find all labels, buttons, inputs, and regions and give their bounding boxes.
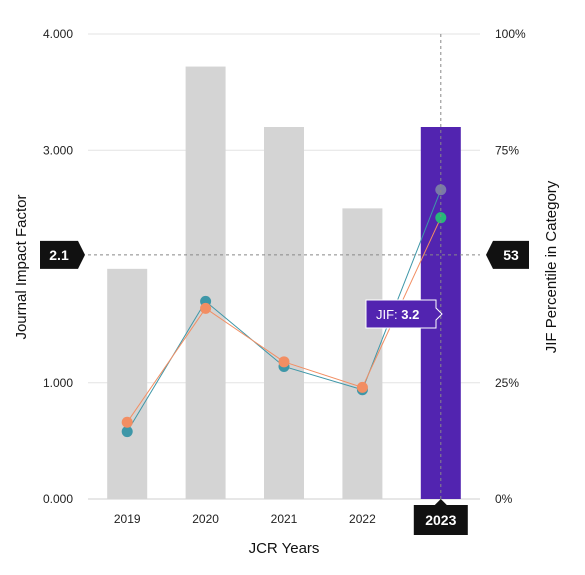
right-tick-label-3: 100% [495,27,526,41]
left-tick-label-1: 1.000 [43,376,73,390]
tooltip-value: 3.2 [401,307,419,322]
left-crosshair-badge [40,240,85,269]
point-1-2021 [278,356,290,368]
bars [107,66,461,500]
right-tick-label-1: 25% [495,376,519,390]
bar-2021 [264,127,304,499]
point-1-2020 [200,302,212,314]
left-tick-label-0: 0.000 [43,492,73,506]
bar-2020 [185,66,226,500]
x-axis-label: JCR Years [249,540,320,557]
left-tick-label-2: 3.000 [43,143,73,157]
tooltip-box [365,299,443,329]
right-axis-ticks: 0% 25% 75% 100% [495,27,526,506]
point-1-2019 [121,416,133,428]
x-tick-label-2022: 2022 [349,512,376,526]
x-tick-label-2020: 2020 [192,512,219,526]
x-axis-ticks: 2019 2020 2021 2022 [114,512,376,526]
right-axis-label: JIF Percentile in Category [543,180,560,353]
point-1-2023 [435,212,447,224]
left-tick-label-3: 4.000 [43,27,73,41]
series-points [121,184,447,438]
right-crosshair-value: 53 [503,247,519,263]
point-0-2019 [121,426,133,438]
x-tick-label-2021: 2021 [271,512,298,526]
jif-tooltip: JIF: 3.2 [365,299,443,329]
left-crosshair-value: 2.1 [49,247,69,263]
bar-2019 [107,268,148,499]
point-0-2023 [435,184,447,196]
left-axis-ticks: 0.000 1.000 3.000 4.000 [43,27,73,506]
left-axis-label: Journal Impact Factor [13,194,30,339]
crosshair: 2.1 53 2023 [40,34,529,535]
right-tick-label-0: 0% [495,492,513,506]
x-tick-label-2019: 2019 [114,512,141,526]
tooltip-label: JIF: [376,307,401,322]
x-crosshair-badge [413,499,468,535]
x-crosshair-value: 2023 [425,512,456,528]
right-crosshair-badge [486,240,529,269]
point-1-2022 [356,381,368,393]
tooltip-text: JIF: 3.2 [376,307,419,322]
bar-2022 [342,208,383,499]
right-tick-label-2: 75% [495,143,519,157]
